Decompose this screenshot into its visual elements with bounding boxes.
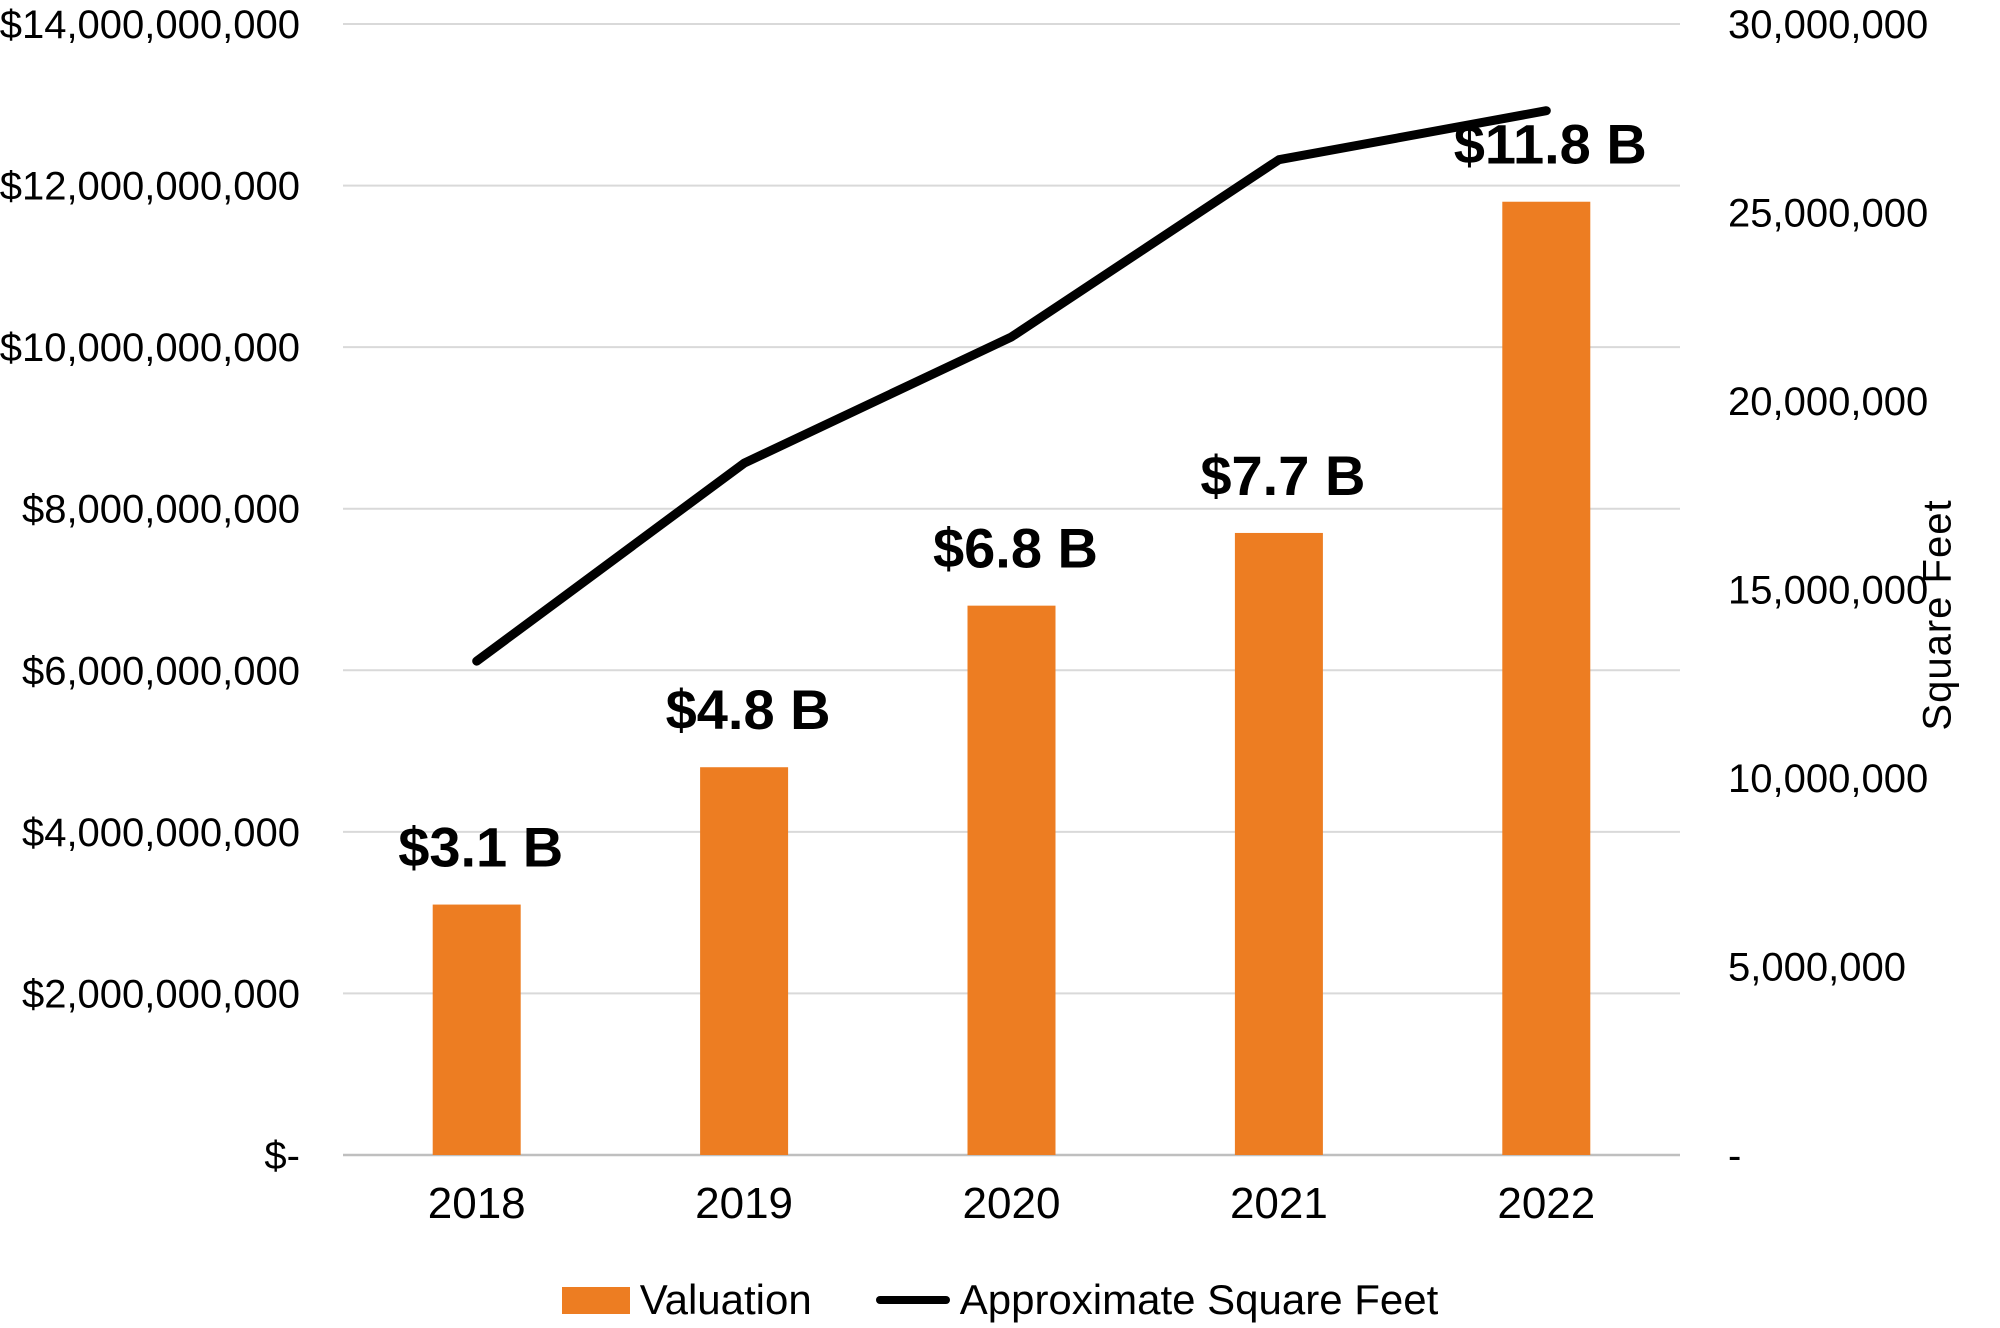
right-axis-tick-label: 20,000,000: [1728, 380, 1928, 424]
left-axis-tick-label: $10,000,000,000: [0, 326, 300, 370]
square-feet-line: [472, 106, 1551, 666]
right-axis-tick-label: 25,000,000: [1728, 192, 1928, 236]
left-axis-tick-label: $2,000,000,000: [22, 972, 300, 1016]
valuation-bar: [1502, 201, 1591, 1155]
x-axis-tick-label: 2019: [695, 1179, 793, 1228]
right-axis-tick-label: 5,000,000: [1728, 946, 1906, 990]
valuation-bar: [967, 605, 1056, 1155]
x-axis-tick-label: 2018: [428, 1179, 526, 1228]
bar-data-label: $6.8 B: [933, 517, 1098, 580]
legend: Valuation Approximate Square Feet: [0, 1272, 2000, 1328]
left-axis-tick-label: $12,000,000,000: [0, 165, 300, 209]
legend-bar-swatch-icon: [561, 1286, 630, 1314]
legend-item-square-feet: Approximate Square Feet: [875, 1276, 1439, 1324]
x-axis-tick-label: 2021: [1230, 1179, 1328, 1228]
valuation-bar: [700, 767, 789, 1155]
right-axis-tick-label: 15,000,000: [1728, 569, 1928, 613]
left-axis-tick-label: $-: [264, 1134, 300, 1178]
left-axis-tick-label: $4,000,000,000: [22, 811, 300, 855]
left-axis-tick-label: $6,000,000,000: [22, 649, 300, 693]
valuation-bar: [1234, 532, 1323, 1155]
right-axis-title: Square Feet: [1915, 499, 1960, 731]
legend-label-approximate-square-feet: Approximate Square Feet: [959, 1276, 1439, 1323]
legend-line-swatch-icon: [875, 1296, 950, 1304]
valuation-bar: [432, 904, 521, 1155]
bar-data-label: $4.8 B: [666, 678, 831, 741]
left-axis-tick-label: $8,000,000,000: [22, 488, 300, 532]
legend-item-valuation: Valuation: [561, 1276, 812, 1324]
x-axis-tick-label: 2022: [1497, 1179, 1595, 1228]
bar-data-label: $7.7 B: [1200, 444, 1365, 507]
left-axis-tick-label: $14,000,000,000: [0, 3, 300, 47]
bar-data-label: $3.1 B: [398, 816, 563, 879]
right-axis-tick-label: -: [1728, 1134, 1741, 1178]
right-axis-tick-label: 30,000,000: [1728, 3, 1928, 47]
right-axis-tick-label: 10,000,000: [1728, 757, 1928, 801]
x-axis-tick-label: 2020: [963, 1179, 1061, 1228]
legend-label-valuation: Valuation: [639, 1276, 812, 1323]
